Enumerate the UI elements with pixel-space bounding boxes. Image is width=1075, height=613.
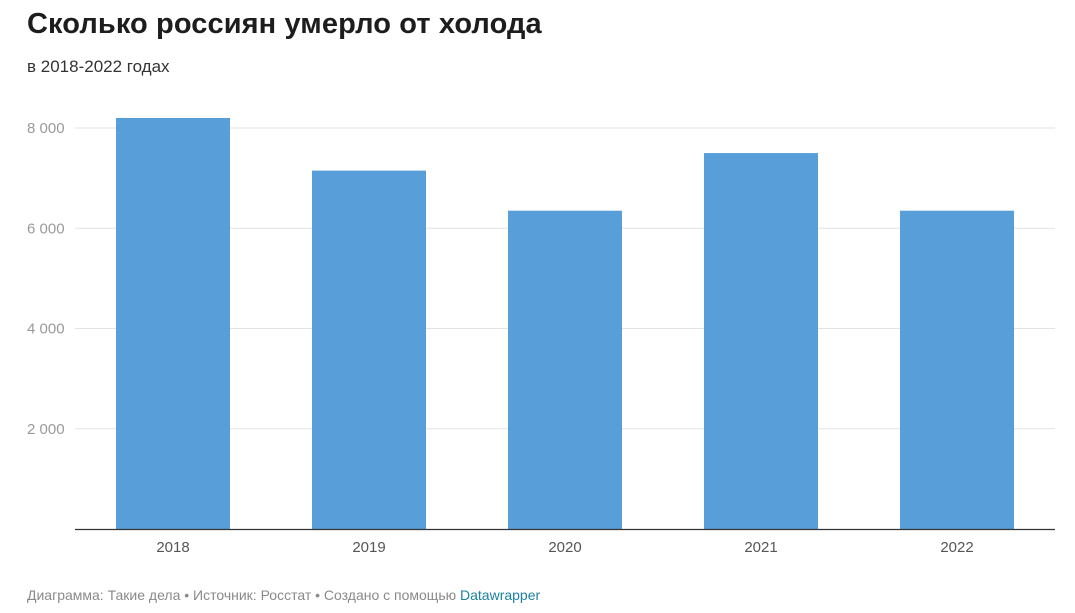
bar-2019: [312, 170, 426, 529]
bar-2022: [900, 210, 1014, 530]
chart-footer: Диаграмма: Такие дела • Источник: Росста…: [27, 587, 540, 603]
y-axis-tick-labels: 2 000 4 000 6 000 8 000: [27, 120, 65, 438]
y-tick-label: 8 000: [27, 120, 65, 137]
bar-2018: [116, 117, 230, 529]
x-tick-label: 2020: [548, 539, 581, 556]
y-tick-label: 4 000: [27, 321, 65, 338]
chart-subtitle: в 2018-2022 годах: [27, 57, 170, 76]
x-tick-label: 2021: [744, 539, 777, 556]
x-axis-tick-labels: 2018 2019 2020 2021 2022: [156, 539, 973, 556]
bar-2021: [704, 153, 818, 529]
bar-chart: 2 000 4 000 6 000 8 000 2018 2019 2020 2021 202…: [27, 117, 1055, 556]
x-tick-label: 2018: [156, 539, 189, 556]
chart-title: Сколько россиян умерло от холода: [27, 8, 542, 40]
datawrapper-link[interactable]: Datawrapper: [460, 587, 541, 603]
y-tick-label: 2 000: [27, 421, 65, 438]
bar-2020: [508, 210, 622, 530]
footer-credits: Диаграмма: Такие дела • Источник: Росста…: [27, 587, 461, 603]
y-tick-label: 6 000: [27, 220, 65, 237]
bars: [116, 117, 1014, 530]
x-tick-label: 2022: [940, 539, 973, 556]
x-tick-label: 2019: [352, 539, 385, 556]
